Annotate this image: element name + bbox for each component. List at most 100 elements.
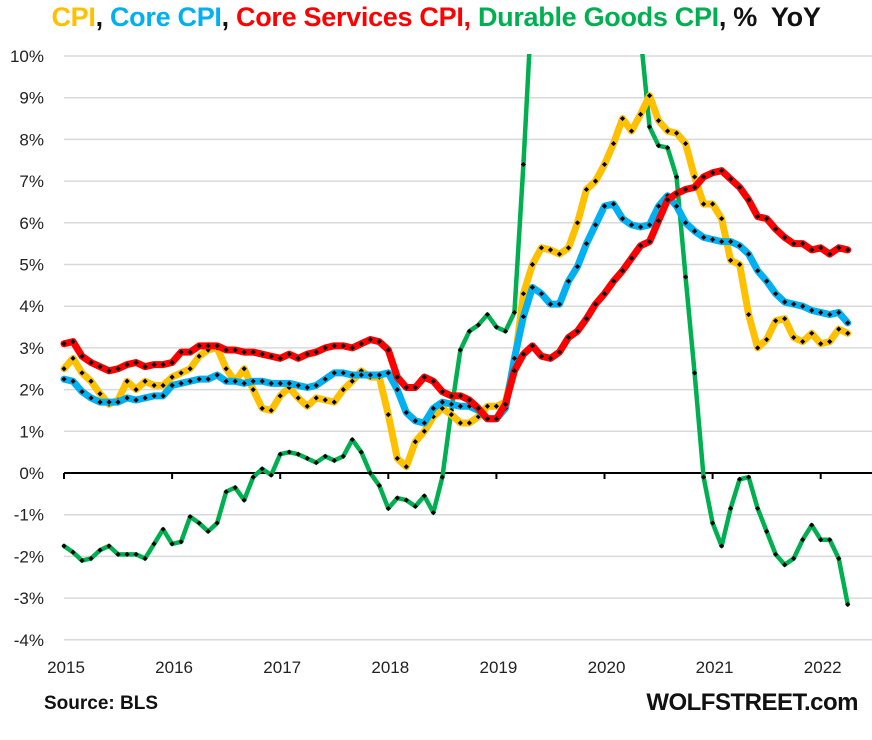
x-axis — [63, 472, 872, 479]
brand-label: WOLFSTREET.com — [646, 689, 858, 716]
data-point — [304, 384, 310, 391]
data-point — [638, 33, 643, 38]
data-point — [286, 351, 292, 357]
data-point — [538, 245, 545, 251]
data-point — [61, 543, 67, 549]
data-point — [313, 382, 319, 389]
data-point — [845, 320, 851, 326]
data-point — [106, 543, 112, 549]
data-point — [394, 374, 400, 380]
data-point — [142, 395, 148, 401]
data-point — [574, 220, 581, 226]
data-point — [331, 457, 337, 464]
data-point — [187, 349, 193, 355]
data-point — [773, 551, 779, 557]
data-point — [836, 555, 842, 562]
data-point — [133, 551, 139, 557]
data-point — [610, 278, 617, 284]
data-point — [574, 263, 581, 270]
data-point — [214, 372, 220, 378]
data-point — [583, 316, 590, 322]
data-point — [448, 401, 454, 407]
data-point — [646, 93, 653, 99]
data-point — [412, 418, 418, 424]
data-point — [836, 309, 842, 316]
data-point — [241, 497, 247, 503]
series-line — [60, 92, 852, 471]
data-point — [421, 428, 427, 434]
gridlines — [64, 55, 872, 641]
data-point — [502, 328, 509, 334]
title-part: Core CPI — [109, 2, 222, 32]
data-point — [61, 366, 67, 372]
data-point — [124, 378, 130, 384]
data-point — [782, 316, 788, 322]
data-point — [250, 349, 256, 355]
data-point — [818, 309, 824, 316]
data-point — [827, 339, 833, 345]
data-point — [133, 359, 139, 366]
data-point — [791, 555, 797, 562]
data-point — [232, 484, 238, 491]
data-point — [466, 397, 472, 403]
data-point — [682, 274, 689, 280]
data-point — [773, 291, 779, 297]
data-point — [628, 255, 635, 261]
y-axis-labels: -4% -3% -2% -1% 0% 1% 2% 3% 4% 5% 6% 7% 8% 9% 10% — [10, 47, 44, 650]
data-point — [746, 474, 752, 480]
data-point — [367, 336, 373, 343]
data-point — [673, 203, 680, 209]
x-tick-label: 2022 — [804, 658, 842, 677]
data-point — [845, 601, 851, 607]
data-point — [88, 359, 94, 366]
data-point — [241, 349, 247, 355]
data-point — [349, 372, 355, 378]
data-point — [97, 364, 103, 370]
data-point — [259, 378, 265, 384]
data-point — [358, 341, 364, 347]
data-point — [439, 474, 445, 480]
data-point — [809, 522, 815, 528]
data-point — [412, 503, 418, 509]
data-point — [737, 243, 743, 249]
data-point — [151, 361, 157, 368]
data-point — [719, 216, 725, 222]
data-point — [601, 203, 608, 209]
data-point — [682, 186, 689, 193]
data-point — [457, 420, 463, 426]
data-point — [511, 355, 518, 361]
data-point — [691, 184, 698, 190]
data-point — [737, 261, 743, 268]
y-tick-label: 7% — [19, 172, 44, 191]
data-point — [827, 311, 833, 318]
data-point — [178, 539, 184, 545]
y-tick-label: 3% — [19, 339, 44, 358]
x-axis-labels: 2015 2016 2017 2018 2019 2020 2021 2022 — [47, 658, 842, 677]
data-point — [791, 301, 797, 307]
data-point — [214, 343, 220, 349]
data-point — [628, 222, 635, 228]
data-point — [601, 161, 608, 168]
data-point — [250, 474, 256, 480]
data-point — [403, 497, 409, 503]
data-point — [547, 247, 554, 253]
data-point — [88, 378, 94, 384]
data-point — [61, 376, 67, 382]
data-point — [160, 393, 166, 399]
data-point — [196, 376, 202, 382]
data-point — [430, 405, 436, 411]
data-point — [746, 197, 752, 203]
data-point — [241, 366, 247, 372]
series-line — [61, 54, 850, 607]
data-point — [710, 201, 716, 207]
data-point — [322, 453, 328, 459]
data-point — [376, 339, 382, 345]
data-point — [439, 399, 445, 405]
data-point — [439, 389, 445, 395]
data-point — [151, 382, 157, 389]
data-point — [538, 353, 545, 359]
x-tick-label: 2017 — [263, 658, 301, 677]
data-point — [169, 382, 175, 389]
data-point — [646, 222, 653, 228]
data-point — [655, 143, 662, 149]
